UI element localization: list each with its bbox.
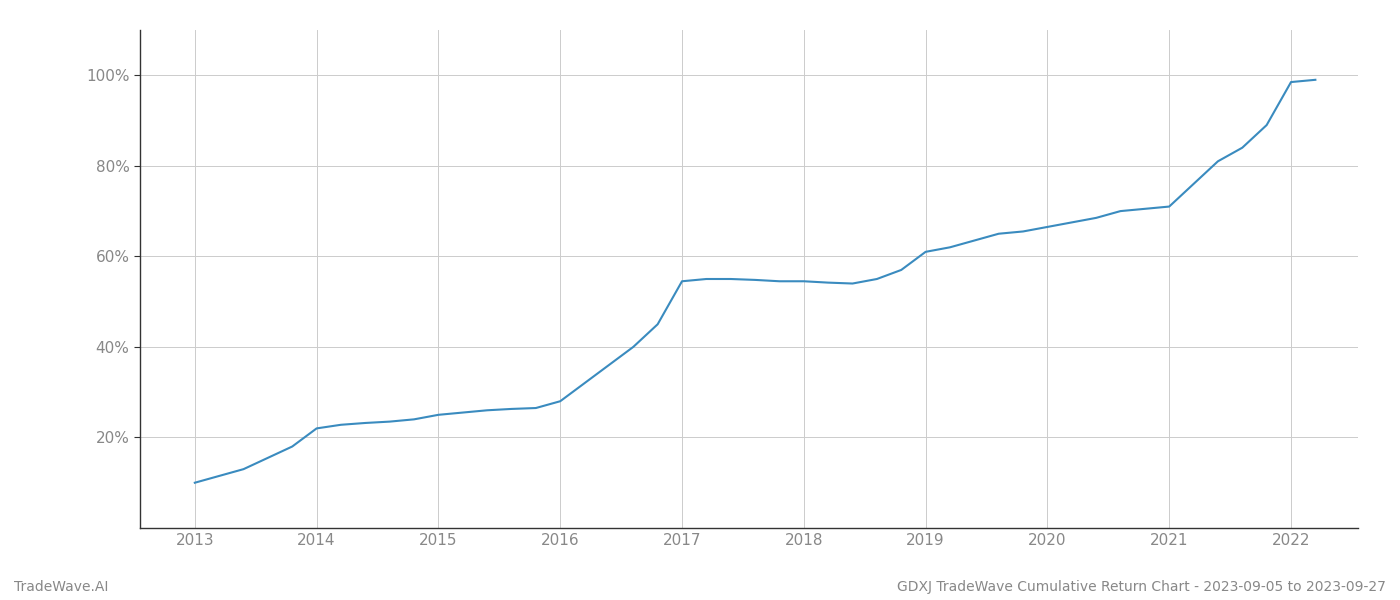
Text: TradeWave.AI: TradeWave.AI: [14, 580, 108, 594]
Text: GDXJ TradeWave Cumulative Return Chart - 2023-09-05 to 2023-09-27: GDXJ TradeWave Cumulative Return Chart -…: [897, 580, 1386, 594]
